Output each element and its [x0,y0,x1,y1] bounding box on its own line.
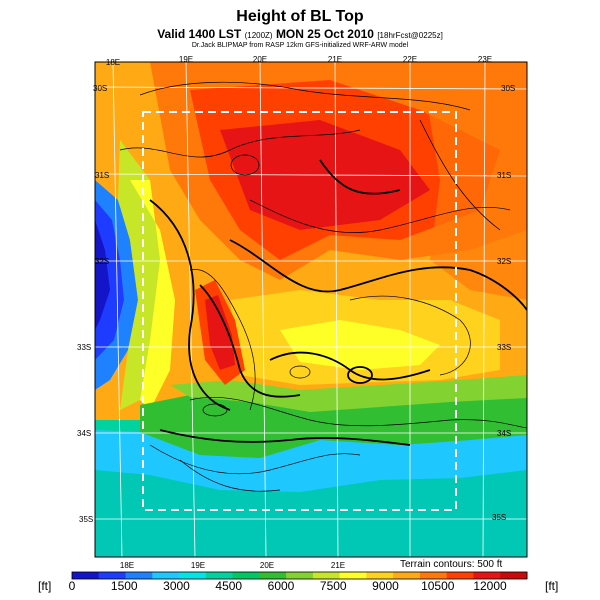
colorbar-swatch [446,572,474,579]
colorbar-swatch [152,572,180,579]
colorbar-swatch [205,572,234,579]
colorbar-swatch [72,572,100,579]
forecast-info: [18hrFcst@0225z] [377,31,443,40]
colorbar-swatch [473,572,501,579]
colorbar-tick-label: 10500 [421,579,455,593]
lat-label-right: 34S [497,429,511,438]
terrain-contours [119,81,527,492]
colorbar-tick-label: 0 [68,579,76,593]
lon-label-top: 19E [179,55,193,64]
colorbar-tick-label: 4500 [215,579,243,593]
colorbar-tick-label: 12000 [473,579,507,593]
colorbar-tick-label: 9000 [372,579,399,593]
map-subtitle: Valid 1400 LST (1200Z) MON 25 Oct 2010 [… [0,27,600,41]
valid-time: Valid 1400 LST [157,27,242,41]
graticule-labels: 18E 19E 20E 21E 22E 23E 18E 19E 20E 21E … [77,55,515,570]
lon-label-top: 20E [253,55,267,64]
colorbar [71,571,528,580]
lat-label-left: 31S [95,171,109,180]
colorbar-frame [71,571,528,580]
lon-label-bottom: 21E [331,561,345,570]
colorbar-swatch [232,572,260,579]
valid-date: MON 25 Oct 2010 [275,27,374,41]
lon-label-bottom: 19E [191,561,205,570]
colorbar-swatch [339,572,367,579]
colorbar-swatch [393,572,421,579]
lon-label-bottom: 20E [260,561,274,570]
map-frame [94,61,528,558]
lon-label-bottom: 18E [120,561,134,570]
lat-label-left: 34S [77,429,91,438]
map-title: Height of BL Top [236,8,364,25]
colorbar-swatch [179,572,207,579]
lat-label-left: 32S [95,257,109,266]
colorbar-tick-label: 3000 [163,579,190,593]
lon-label-top: 21E [328,55,342,64]
lat-label-right: 35S [492,513,506,522]
lon-label-top: 18E [106,58,120,67]
colorbar-swatch [259,572,287,579]
lon-label-top: 22E [403,55,417,64]
model-credit: Dr.Jack BLIPMAP from RASP 12km GFS-initi… [191,42,409,49]
lat-label-right: 32S [497,257,511,266]
units-right: [ft] [545,579,559,593]
colorbar-swatch [366,572,394,579]
lat-label-right: 30S [501,84,515,93]
colorbar-swatch [500,572,528,579]
utc-time: (1200Z) [244,31,273,40]
lat-label-left: 33S [77,343,91,352]
colorbar-swatch [286,572,314,579]
lon-label-top: 23E [478,55,492,64]
terrain-note: Terrain contours: 500 ft [400,559,503,570]
colorbar-swatch [419,572,448,579]
colorbar-swatch [98,572,127,579]
lat-label-right: 33S [497,343,511,352]
colorbar-swatch [125,572,153,579]
bl-height-field [95,62,527,557]
lat-label-left: 30S [93,84,107,93]
colorbar-swatch [312,572,341,579]
units-left: [ft] [38,579,52,593]
colorbar-tick-label: 6000 [267,579,295,593]
inner-domain-box [142,111,457,511]
lat-label-left: 35S [79,515,93,524]
colorbar-tick-label: 1500 [110,579,138,593]
colorbar-tick-label: 7500 [319,579,347,593]
lat-label-right: 31S [497,171,511,180]
